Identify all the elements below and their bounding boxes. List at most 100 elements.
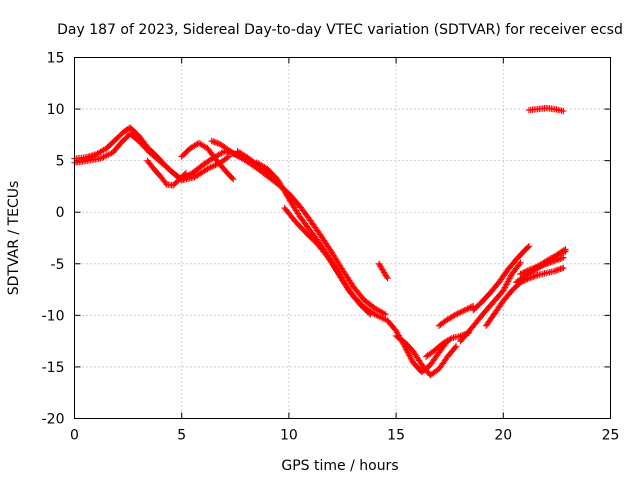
data-point-run <box>171 177 182 188</box>
x-tick-label: 0 <box>70 428 79 444</box>
data-point-run <box>462 303 476 313</box>
data-point-run <box>165 181 175 189</box>
chart-title: Day 187 of 2023, Sidereal Day-to-day VTE… <box>57 22 623 38</box>
data-point-run <box>145 158 156 171</box>
data-point-run <box>110 140 124 155</box>
data-point-run <box>471 299 484 313</box>
grid <box>74 57 611 419</box>
data-point-run <box>293 219 309 235</box>
data-point-run <box>445 344 459 359</box>
data-point-run <box>205 146 219 162</box>
y-tick-label: -15 <box>42 360 65 376</box>
data-point-run <box>514 248 527 262</box>
data-point-run <box>469 313 484 331</box>
data-point-run <box>254 165 270 179</box>
data-point-run <box>436 354 450 371</box>
data-point-run <box>437 317 450 328</box>
data-point-run <box>190 162 205 176</box>
data-points <box>71 104 569 379</box>
data-point <box>461 307 468 314</box>
data-point-run <box>151 166 163 179</box>
data-point-run <box>346 288 362 306</box>
data-point-run <box>308 229 324 247</box>
data-point-run <box>325 254 341 275</box>
series-track-rise-a <box>457 259 524 345</box>
data-point-run <box>411 349 425 367</box>
series-track-trough-d <box>435 302 477 329</box>
data-point-run <box>104 135 120 151</box>
series-track-trough-b <box>392 332 460 379</box>
series-track-14h <box>375 260 391 282</box>
series-track-rise-b <box>470 243 533 314</box>
data-point <box>500 287 507 294</box>
data-point <box>229 176 237 183</box>
series-track-top-right <box>525 104 567 115</box>
data-point-run <box>428 366 441 378</box>
data-point-run <box>518 275 531 285</box>
data-point-run <box>329 250 345 272</box>
data-point-run <box>441 335 454 346</box>
y-tick-label: 0 <box>56 205 65 221</box>
data-point-run <box>340 268 356 289</box>
data-point <box>525 243 533 250</box>
series-track-rise-c <box>482 264 567 329</box>
data-point-run <box>286 191 302 208</box>
data-point-run <box>380 269 390 280</box>
data-point-run <box>357 301 373 317</box>
data-point <box>225 153 233 160</box>
data-point-run <box>115 129 126 140</box>
data-point-run <box>479 301 495 318</box>
x-tick-label: 5 <box>177 428 186 444</box>
data-point-run <box>227 147 240 158</box>
data-point-run <box>505 257 519 272</box>
x-tick-label: 10 <box>280 428 298 444</box>
data-point-run <box>197 140 210 151</box>
data-point-run <box>432 341 446 353</box>
data-point-run <box>557 248 568 257</box>
data-point <box>384 275 391 282</box>
data-point-run <box>402 340 416 354</box>
data-point-run <box>496 268 510 285</box>
data-point-run <box>128 125 141 138</box>
data-point-run <box>286 197 302 219</box>
data-point-run <box>98 149 115 162</box>
data-point-run <box>540 256 553 267</box>
data-point-run <box>483 311 497 328</box>
x-axis-label: GPS time / hours <box>281 458 398 474</box>
data-point-run <box>244 154 257 165</box>
data-point-run <box>351 284 367 302</box>
data-point-run <box>218 141 231 153</box>
series-track-trough-a <box>384 317 451 376</box>
data-point-run <box>235 149 248 159</box>
data-point-run <box>235 152 248 163</box>
data-point <box>452 343 460 350</box>
data-point-run <box>509 260 523 276</box>
data-point-run <box>531 261 544 272</box>
plot-frame <box>74 57 611 419</box>
data-point-run <box>222 167 236 182</box>
data-point-run <box>458 326 474 344</box>
data-point-run <box>522 268 536 279</box>
data-point <box>517 259 524 266</box>
data-point <box>268 171 275 179</box>
y-tick-label: 15 <box>47 51 65 67</box>
x-tick-label: 15 <box>387 428 405 444</box>
data-point-run <box>424 348 437 359</box>
series-track-bump-6h <box>178 139 237 183</box>
data-point-run <box>372 305 388 317</box>
data-point-run <box>548 251 561 262</box>
data-point-run <box>297 214 313 233</box>
y-tick-label: -20 <box>42 412 65 428</box>
data-point-run <box>297 204 313 223</box>
x-tick-label: 20 <box>494 428 512 444</box>
data-point-run <box>500 272 515 293</box>
data-point-run <box>128 131 141 144</box>
data-point-run <box>179 146 193 159</box>
data-point <box>560 264 567 272</box>
data-point-run <box>488 280 502 295</box>
series-track-8to9h <box>234 148 275 179</box>
data-point-run <box>335 271 352 293</box>
data-point-run <box>252 160 265 172</box>
data-point-run <box>492 299 506 316</box>
